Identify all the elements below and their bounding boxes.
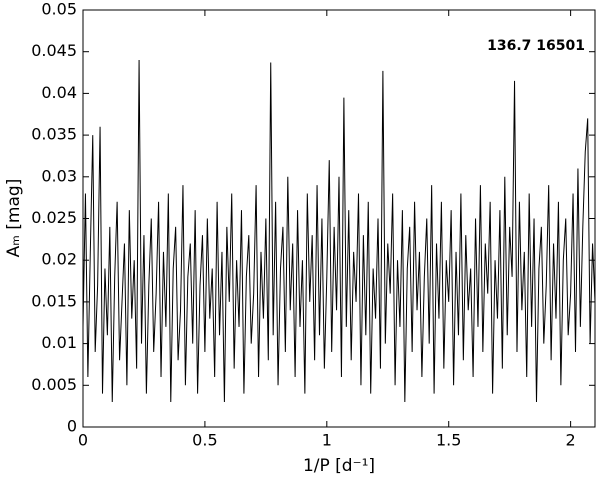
y-tick-label: 0.03	[41, 166, 77, 185]
annotation: 136.7 16501	[487, 38, 585, 54]
y-tick-label: 0.04	[41, 83, 77, 102]
y-tick-label: 0.05	[41, 0, 77, 19]
y-tick-label: 0.01	[41, 333, 77, 352]
x-tick-label: 2	[566, 431, 576, 450]
y-axis-label: Aₘ [mag]	[4, 179, 24, 258]
x-tick-label: 0.5	[192, 431, 217, 450]
y-tick-label: 0.015	[31, 291, 77, 310]
x-tick-label: 1.5	[436, 431, 461, 450]
y-tick-label: 0.005	[31, 375, 77, 394]
x-tick-label: 0	[78, 431, 88, 450]
series-line	[82, 60, 596, 402]
x-tick-label: 1	[322, 431, 332, 450]
y-tick-label: 0	[67, 417, 77, 436]
x-axis-label: 1/P [d⁻¹]	[303, 456, 375, 476]
y-tick-label: 0.025	[31, 208, 77, 227]
y-tick-label: 0.045	[31, 41, 77, 60]
y-tick-label: 0.035	[31, 125, 77, 144]
y-tick-label: 0.02	[41, 250, 77, 269]
